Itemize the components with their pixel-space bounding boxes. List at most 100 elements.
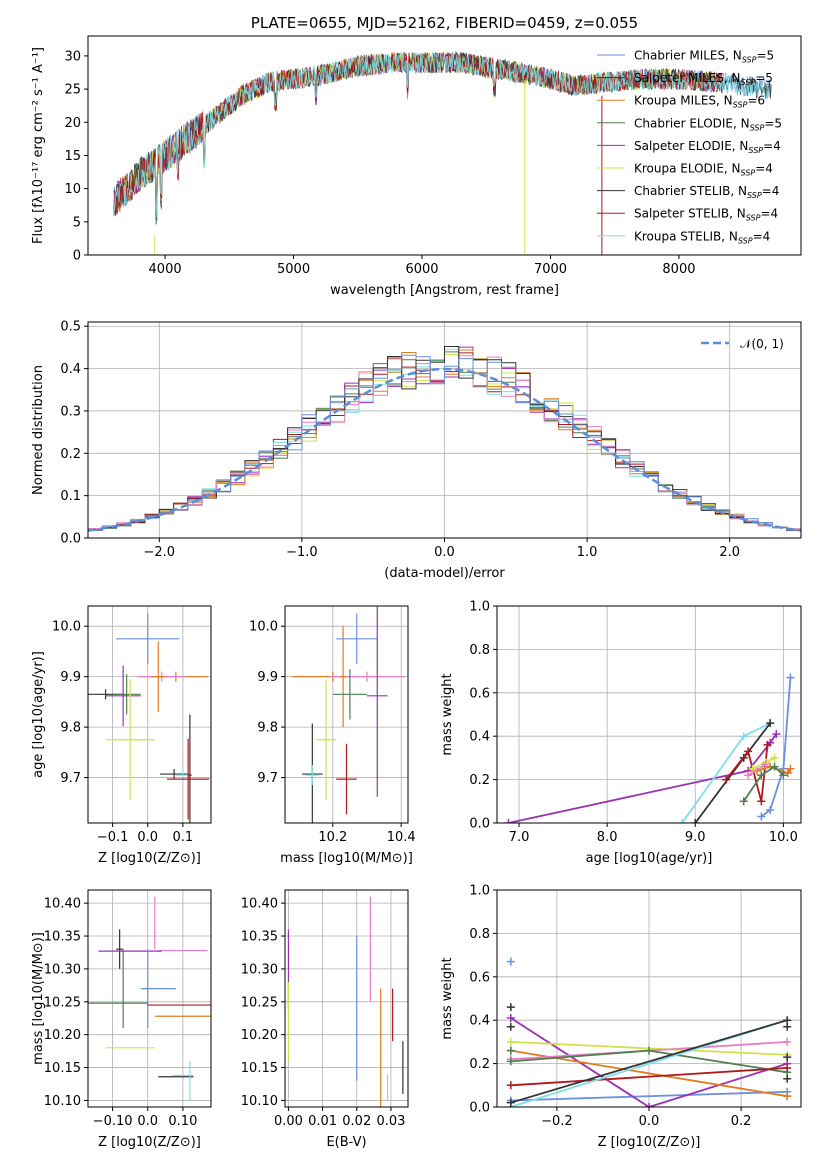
axes-frame <box>87 605 212 824</box>
x-tick-label: 8.0 <box>597 830 618 845</box>
weight-series-7 <box>510 1067 788 1087</box>
y-tick-label: 10.20 <box>44 1028 81 1043</box>
weight-marker <box>757 771 766 780</box>
legend-entry: Chabrier MILES, NSSP=5 <box>634 49 774 65</box>
weight-marker <box>506 1022 515 1031</box>
y-tick-label: 0.6 <box>469 970 490 985</box>
legend-entry: Chabrier ELODIE, NSSP=5 <box>634 116 782 132</box>
weight-marker <box>739 732 748 741</box>
y-tick-label: 0.2 <box>469 773 490 788</box>
y-tick-label: 0 <box>73 249 81 264</box>
y-tick-label: 10.30 <box>44 962 81 977</box>
y-tick-label: 9.7 <box>60 771 81 786</box>
x-axis-label: age [log10(age/yr)] <box>586 851 713 866</box>
weight-series-1 <box>508 733 778 823</box>
weight-series-4 <box>694 722 771 823</box>
y-tick-label: 10.15 <box>44 1061 81 1076</box>
y-tick-label: 10.0 <box>249 620 278 635</box>
weight-marker <box>744 747 753 756</box>
weight-marker <box>770 753 779 762</box>
weight-marker <box>783 1037 792 1046</box>
x-tick-label: 2.0 <box>719 545 740 560</box>
weight-marker <box>691 819 700 823</box>
weight-marker <box>739 797 748 806</box>
y-axis-label: Normed distribution <box>31 365 46 495</box>
panel-7: 0.00 0.01 0.02 0.03 10.10 10.15 10.20 10.25 10.3… <box>241 889 409 1150</box>
x-tick-label: −1.0 <box>286 545 318 560</box>
x-tick-label: 4000 <box>149 262 182 277</box>
y-tick-label: 1.0 <box>469 884 490 899</box>
weight-marker <box>645 1103 653 1107</box>
plot-area <box>285 606 408 823</box>
y-tick-label: 5 <box>73 215 81 230</box>
x-tick-label: 5000 <box>277 262 310 277</box>
y-axis-label: Flux [fλ10⁻¹⁷ erg cm⁻² s⁻¹ A⁻¹] <box>31 47 46 244</box>
x-tick-label: −2.0 <box>144 545 176 560</box>
y-tick-label: 9.9 <box>60 670 81 685</box>
x-tick-label: 0.02 <box>342 1114 371 1129</box>
y-axis-label: mass [log10(M/M⊙)] <box>31 932 46 1065</box>
axes-frame <box>284 889 409 1108</box>
y-tick-label: 10.30 <box>241 962 278 977</box>
weight-marker <box>772 730 781 739</box>
weight-marker <box>783 1092 792 1101</box>
legend-entry: Chabrier STELIB, NSSP=4 <box>634 184 779 200</box>
weight-series-8 <box>742 765 785 802</box>
plot-area <box>88 322 801 538</box>
weight-marker <box>645 1046 653 1055</box>
weight-marker <box>722 775 731 784</box>
y-tick-label: 0.0 <box>60 532 81 547</box>
x-axis-label: (data-model)/error <box>384 566 505 581</box>
x-tick-label: 0.00 <box>274 1114 303 1129</box>
x-tick-label: −0.1 <box>97 830 129 845</box>
x-tick-label: 8000 <box>662 262 695 277</box>
y-tick-label: 0.8 <box>469 643 490 658</box>
legend-entry: Salpeter ELODIE, NSSP=4 <box>634 139 781 155</box>
y-tick-label: 0.3 <box>60 404 81 419</box>
legend-entry: 𝒩(0, 1) <box>740 337 784 351</box>
panel-3: −0.1 0.0 0.1 9.7 9.8 9.9 10.0 Z [log10(Z/Z⊙)] ag… <box>31 605 212 866</box>
panel-4: 10.2 10.4 9.7 9.8 9.9 10.0 mass [log10(M/M⊙)] <box>249 605 416 866</box>
plot-area <box>497 890 801 1107</box>
legend-entry: Kroupa STELIB, NSSP=4 <box>634 229 770 245</box>
y-tick-label: 10.35 <box>241 930 278 945</box>
plot-area <box>285 890 408 1107</box>
weight-series-9 <box>510 1019 788 1104</box>
x-tick-label: 7.0 <box>509 830 530 845</box>
y-tick-label: 10.25 <box>44 995 81 1010</box>
x-axis-label: Z [log10(Z/Z⊙)] <box>598 1135 701 1150</box>
y-tick-label: 0.4 <box>60 362 81 377</box>
y-tick-label: 10 <box>64 182 81 197</box>
y-tick-label: 10.40 <box>44 897 81 912</box>
weight-marker <box>506 1003 515 1012</box>
normal-reference-curve <box>88 367 801 532</box>
weight-marker <box>783 1063 792 1072</box>
y-tick-label: 9.9 <box>257 670 278 685</box>
x-tick-label: 7000 <box>534 262 567 277</box>
y-tick-label: 10.35 <box>44 930 81 945</box>
x-tick-label: 10.0 <box>769 830 798 845</box>
y-tick-label: 10.40 <box>241 897 278 912</box>
x-tick-label: −0.10 <box>93 1114 133 1129</box>
y-tick-label: 9.8 <box>60 721 81 736</box>
x-axis-label: E(B-V) <box>326 1135 366 1150</box>
panel-5: 7.0 8.0 9.0 10.0 0.0 0.2 0.4 0.6 0.8 1.0 age [log1… <box>440 600 802 866</box>
weight-marker <box>763 740 772 749</box>
weight-marker <box>748 764 757 773</box>
y-tick-label: 10.10 <box>44 1094 81 1109</box>
weight-marker <box>766 805 775 814</box>
weight-series-1 <box>510 1090 788 1102</box>
histogram-series-9 <box>88 354 801 531</box>
x-tick-label: 1.0 <box>577 545 598 560</box>
y-tick-label: 9.7 <box>257 771 278 786</box>
x-tick-label: −0.2 <box>541 1114 573 1129</box>
legend-entry: Salpeter STELIB, NSSP=4 <box>634 207 778 223</box>
y-tick-label: 9.8 <box>257 721 278 736</box>
y-tick-label: 15 <box>64 149 81 164</box>
panel-6: −0.10 0.0 0.10 10.10 10.15 10.20 10.25 10.30 10.… <box>31 889 212 1150</box>
weight-marker <box>506 1098 515 1107</box>
x-axis-label: wavelength [Angstrom, rest frame] <box>330 283 559 298</box>
y-tick-label: 20 <box>64 116 81 131</box>
x-tick-label: 0.0 <box>137 830 158 845</box>
x-tick-label: 0.0 <box>137 1114 158 1129</box>
